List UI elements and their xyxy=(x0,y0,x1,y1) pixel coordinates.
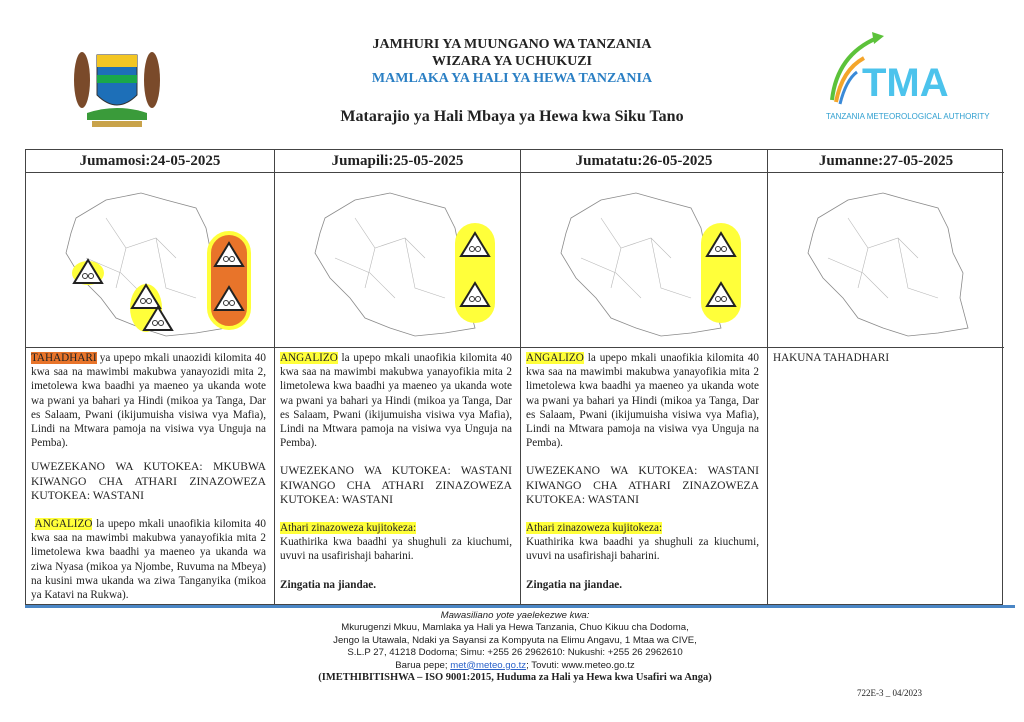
likelihood-text: UWEZEKANO WA KUTOKEA: MKUBWA KIWANGO CHA… xyxy=(31,460,266,502)
advisory-tag: ANGALIZO xyxy=(34,518,93,531)
region-borders xyxy=(580,217,692,299)
forecast-text-day4: HAKUNA TAHADHARI xyxy=(768,348,1004,606)
header-authority: MAMLAKA YA HALI YA HEWA TANZANIA xyxy=(371,71,653,86)
forecast-text-day2: ANGALIZO la upepo mkali unaofikia kilomi… xyxy=(275,348,521,606)
no-warning-text: HAKUNA TAHADHARI xyxy=(773,352,890,364)
advisory-tag: ANGALIZO xyxy=(526,352,584,364)
header-ministry: WIZARA YA UCHUKUZI xyxy=(432,54,592,69)
impact-text: Kuathirika kwa baadhi ya shughuli za kiu… xyxy=(526,536,759,563)
email-link[interactable]: met@meteo.go.tz xyxy=(450,659,527,671)
wave-warning-icon xyxy=(213,285,245,311)
day-header: Jumamosi:24-05-2025 xyxy=(26,150,275,173)
header-country: JAMHURI YA MUUNGANO WA TANZANIA xyxy=(372,37,652,52)
wind-warning-icon xyxy=(213,241,245,267)
forecast-map-day4 xyxy=(768,173,1004,348)
warning-text: ya upepo mkali unaozidi kilomita 40 kwa … xyxy=(31,352,266,450)
impact-text: Kuathirika kwa baadhi ya shughuli za kiu… xyxy=(280,536,512,563)
likelihood-text: UWEZEKANO WA KUTOKEA: WASTANI KIWANGO CH… xyxy=(526,464,759,506)
wave-advisory-icon xyxy=(459,281,491,307)
wave-advisory-icon xyxy=(705,281,737,307)
advisory-text: la upepo mkali unaofikia kilomita 40 kwa… xyxy=(280,352,512,450)
iso-certification: (IMETHIBITISHWA – ISO 9001:2015, Huduma … xyxy=(318,672,712,684)
region-borders xyxy=(85,217,197,299)
impact-tag: Athari zinazoweza kujitokeza: xyxy=(526,522,663,535)
day-header: Jumanne:27-05-2025 xyxy=(768,150,1004,173)
forecast-text-day3: ANGALIZO la upepo mkali unaofikia kilomi… xyxy=(521,348,768,606)
wind-advisory-icon xyxy=(459,231,491,257)
tma-logo: TMA xyxy=(830,32,949,105)
wind-advisory-icon xyxy=(72,258,104,284)
wave-advisory-icon xyxy=(142,305,174,331)
advisory-text: la upepo mkali unaofikia kilomita 40 kwa… xyxy=(31,518,266,602)
footer-intro: Mawasiliano yote yaelekezwe kwa: xyxy=(440,610,590,621)
footer-contact: Mawasiliano yote yaelekezwe kwa: Mkuruge… xyxy=(280,610,750,684)
forecast-map-day3 xyxy=(521,173,768,348)
day-header: Jumapili:25-05-2025 xyxy=(275,150,521,173)
advisory-tag: ANGALIZO xyxy=(280,352,338,364)
footer-address-3: S.L.P 27, 41218 Dodoma; Simu: +255 26 29… xyxy=(347,647,683,659)
document-code: 722E-3 _ 04/2023 xyxy=(857,688,922,698)
tanzania-map-outline xyxy=(314,192,476,337)
tma-logo-text: TMA xyxy=(862,61,949,105)
closing-text: Zingatia na jiandae. xyxy=(280,578,377,591)
footer-divider xyxy=(25,605,1015,608)
likelihood-text: UWEZEKANO WA KUTOKEA: WASTANI KIWANGO CH… xyxy=(280,464,512,506)
website-text: ; Tovuti: www.meteo.go.tz xyxy=(526,659,635,671)
wind-advisory-icon xyxy=(705,231,737,257)
email-label: Barua pepe; xyxy=(395,659,451,671)
forecast-map-day1 xyxy=(26,173,275,348)
tanzania-map-outline xyxy=(560,192,722,337)
warning-tag: TAHADHARI xyxy=(31,352,97,364)
region-borders xyxy=(334,217,446,299)
day-header: Jumatatu:26-05-2025 xyxy=(521,150,768,173)
page-title: Matarajio ya Hali Mbaya ya Hewa kwa Siku… xyxy=(340,108,684,125)
forecast-map-day2 xyxy=(275,173,521,348)
impact-tag: Athari zinazoweza kujitokeza: xyxy=(280,522,417,535)
advisory-text: la upepo mkali unaofikia kilomita 40 kwa… xyxy=(526,352,759,450)
region-borders xyxy=(827,217,939,299)
tanzania-map-outline xyxy=(807,192,969,337)
coat-of-arms-logo xyxy=(74,52,160,127)
footer-address-2: Jengo la Utawala, Ndaki ya Sayansi za Ko… xyxy=(333,634,697,646)
forecast-table: Jumamosi:24-05-2025 Jumapili:25-05-2025 … xyxy=(25,149,1004,606)
forecast-text-day1: TAHADHARI ya upepo mkali unaozidi kilomi… xyxy=(26,348,275,606)
closing-text: Zingatia na jiandae. xyxy=(526,578,623,591)
footer-address-1: Mkurugenzi Mkuu, Mamlaka ya Hali ya Hewa… xyxy=(341,622,689,634)
wind-advisory-icon xyxy=(130,283,162,309)
tma-logo-subtext: TANZANIA METEOROLOGICAL AUTHORITY xyxy=(826,112,990,121)
